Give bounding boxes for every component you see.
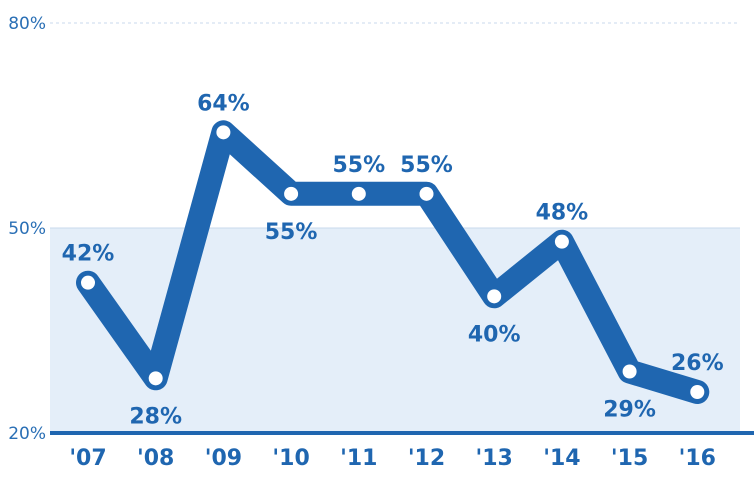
y-tick-label: 80% xyxy=(8,14,46,34)
data-label: 40% xyxy=(468,322,521,347)
x-tick-label: '12 xyxy=(408,446,445,471)
data-label: 55% xyxy=(332,153,385,178)
x-tick-label: '14 xyxy=(543,446,580,471)
x-tick-label: '11 xyxy=(340,446,377,471)
data-point xyxy=(487,289,502,304)
data-label: 29% xyxy=(603,398,656,423)
gridlines xyxy=(50,22,740,229)
data-point xyxy=(148,371,163,386)
data-label: 55% xyxy=(265,220,318,245)
x-tick-label: '15 xyxy=(611,446,648,471)
data-labels: 42% 28% 64% 55% 55% 55% 40% 48% 29% 26% xyxy=(62,91,724,429)
data-label: 42% xyxy=(62,242,115,267)
data-point xyxy=(419,186,434,201)
x-tick-label: '16 xyxy=(679,446,716,471)
y-tick-label: 50% xyxy=(8,219,46,239)
data-point xyxy=(284,186,299,201)
x-tick-label: '09 xyxy=(205,446,242,471)
data-label: 64% xyxy=(197,91,250,116)
data-points xyxy=(81,125,705,399)
x-tick-label: '13 xyxy=(476,446,513,471)
data-label: 48% xyxy=(536,201,589,226)
x-tick-label: '08 xyxy=(137,446,174,471)
y-tick-labels: 20% 50% 80% xyxy=(8,14,46,444)
x-tick-labels: '07 '08 '09 '10 '11 '12 '13 '14 '15 '16 xyxy=(69,446,716,471)
data-point xyxy=(554,234,569,249)
data-point xyxy=(690,385,705,399)
y-tick-label: 20% xyxy=(8,424,46,444)
series-line xyxy=(76,120,710,404)
x-tick-label: '10 xyxy=(272,446,309,471)
data-label: 28% xyxy=(129,404,182,429)
data-point xyxy=(216,125,231,140)
data-label: 26% xyxy=(671,351,724,376)
data-point xyxy=(81,275,95,290)
x-tick-label: '07 xyxy=(69,446,106,471)
data-point xyxy=(622,364,637,379)
data-point xyxy=(351,186,366,201)
data-label: 55% xyxy=(400,153,453,178)
